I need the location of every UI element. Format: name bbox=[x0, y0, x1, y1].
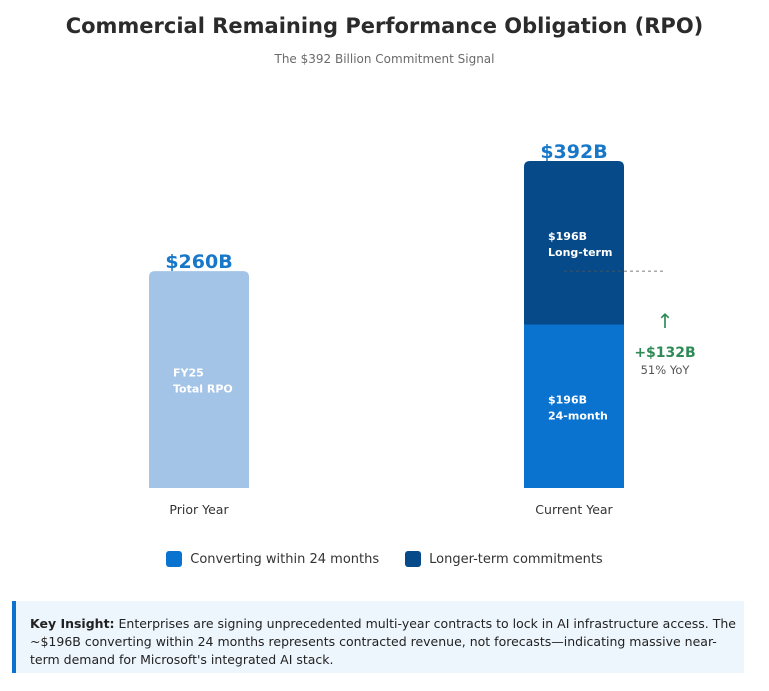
growth-yoy-label: 51% YoY bbox=[641, 363, 691, 377]
segment-label-line2: 24-month bbox=[548, 409, 608, 422]
segment-label-line2: Long-term bbox=[548, 246, 612, 259]
bar-total-label: $392B bbox=[540, 141, 607, 163]
x-category-label: Prior Year bbox=[169, 502, 229, 517]
segment-label-line1: $196B bbox=[548, 230, 587, 243]
legend-swatch-short-term bbox=[166, 551, 183, 567]
legend-swatch-long-term bbox=[405, 551, 422, 567]
growth-value-label: +$132B bbox=[634, 345, 695, 361]
legend-item-24-month: Converting within 24 months bbox=[166, 551, 379, 567]
bar-segment-current-24-month bbox=[524, 324, 624, 488]
segment-label-line2: Total RPO bbox=[173, 383, 233, 396]
insight-text: Enterprises are signing unprecedented mu… bbox=[30, 616, 737, 668]
chart-title: Commercial Remaining Performance Obligat… bbox=[65, 14, 704, 38]
growth-arrow-icon: ↑ bbox=[657, 309, 674, 333]
bar-segment-current-long-term bbox=[524, 161, 624, 325]
rpo-bar-chart: FY25 Total RPO $260B Prior Year $196B 24-mont… bbox=[149, 141, 696, 517]
bar-total-label: $260B bbox=[165, 251, 232, 273]
chart-legend: Converting within 24 months Longer-term … bbox=[0, 551, 769, 567]
legend-label-short-term: Converting within 24 months bbox=[190, 551, 380, 567]
key-insight-box: Key Insight: Enterprises are signing unp… bbox=[12, 601, 744, 673]
segment-label-line1: $196B bbox=[548, 393, 587, 406]
legend-label-long-term: Longer-term commitments bbox=[429, 551, 603, 567]
x-category-label: Current Year bbox=[535, 502, 613, 517]
insight-heading: Key Insight: bbox=[30, 616, 115, 631]
bar-segment-prior-total bbox=[149, 271, 249, 488]
segment-label-line1: FY25 bbox=[173, 367, 204, 380]
legend-item-long-term: Longer-term commitments bbox=[405, 551, 603, 567]
chart-subtitle: The $392 Billion Commitment Signal bbox=[274, 52, 495, 66]
